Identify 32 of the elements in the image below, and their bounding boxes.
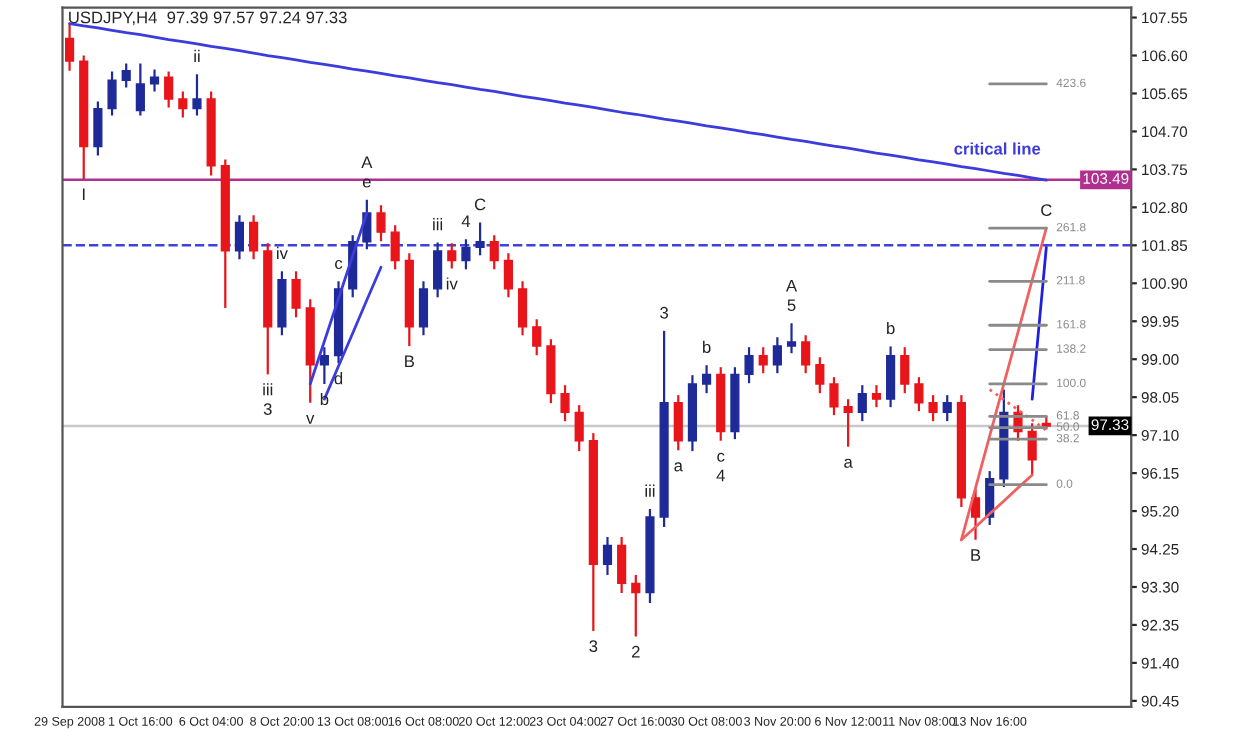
- annotation: ii: [194, 49, 200, 62]
- annotation: 4: [716, 469, 725, 482]
- annotation: C: [1041, 204, 1052, 216]
- annotation: 3: [263, 403, 272, 415]
- annotation: 3: [660, 306, 669, 319]
- annotation: e: [362, 178, 371, 188]
- annotation: A: [361, 156, 373, 168]
- annotation: 5: [787, 299, 796, 312]
- annotation: 4: [461, 215, 471, 227]
- annotation: b: [320, 392, 329, 406]
- annotation: c: [717, 452, 725, 462]
- annotation: v: [306, 414, 315, 424]
- annotation: C: [474, 198, 486, 211]
- annotation: a: [844, 458, 853, 468]
- annotation: iii: [263, 383, 273, 396]
- annotation: 2: [632, 645, 640, 658]
- annotation: iv: [446, 277, 458, 290]
- annotation: c: [335, 259, 343, 270]
- annotation: iii: [645, 484, 655, 497]
- annotation: B: [971, 549, 981, 561]
- annotation: b: [703, 340, 711, 354]
- annotation: d: [334, 372, 343, 385]
- annotation: iv: [277, 246, 288, 259]
- annotation: A: [785, 279, 798, 292]
- annotation: b: [887, 321, 895, 335]
- annotation: B: [405, 355, 414, 367]
- annotation: iii: [433, 218, 443, 231]
- annotation: a: [674, 462, 683, 472]
- chart-title: USDJPY,H4 97.39 97.57 97.24 97.33: [69, 11, 347, 26]
- annotation: 3: [589, 640, 598, 653]
- annotation: I: [82, 188, 85, 200]
- series-label: critical line: [954, 142, 1041, 155]
